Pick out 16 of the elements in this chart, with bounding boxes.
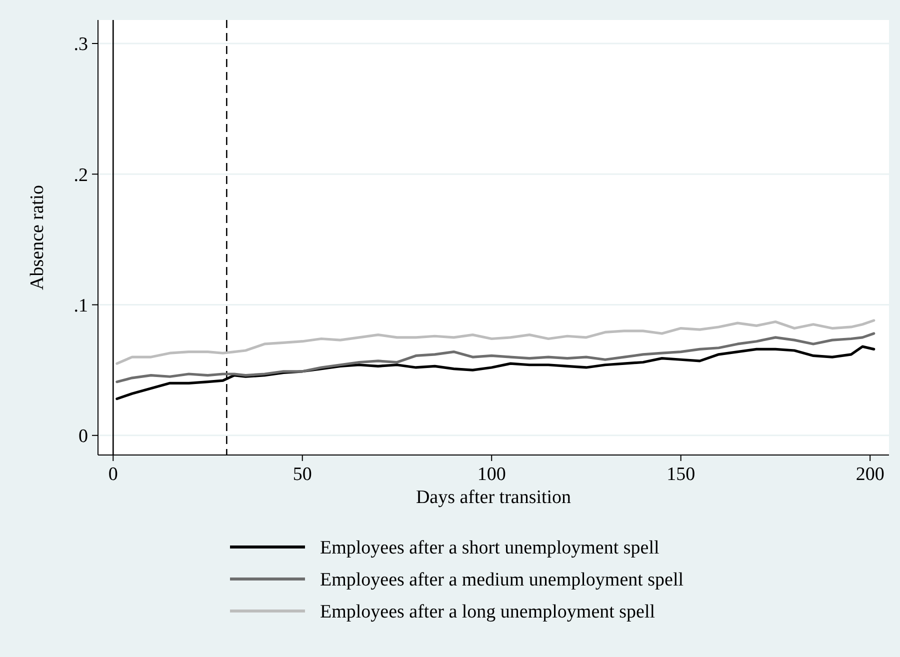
x-axis-title: Days after transition: [416, 487, 572, 508]
x-tick-label: 50: [292, 464, 312, 485]
line-series: [116, 319, 876, 365]
y-tick-label: 0: [78, 426, 88, 448]
y-tick-label: .1: [74, 295, 88, 316]
y-axis-title: Absence ratio: [27, 185, 48, 290]
x-tick-label: 150: [666, 464, 696, 485]
legend-label: Employees after a medium unemployment spell: [320, 570, 684, 591]
legend-label: Employees after a short unemployment spell: [320, 538, 660, 559]
y-tick-label: .3: [74, 34, 88, 56]
x-tick-label: 200: [856, 464, 884, 485]
y-tick-label: .2: [74, 164, 88, 186]
line-series: [116, 332, 876, 384]
legend-label: Employees after a long unemployment spell: [320, 602, 656, 623]
x-tick-label: 100: [477, 464, 506, 485]
x-tick-label: 0: [108, 464, 118, 485]
